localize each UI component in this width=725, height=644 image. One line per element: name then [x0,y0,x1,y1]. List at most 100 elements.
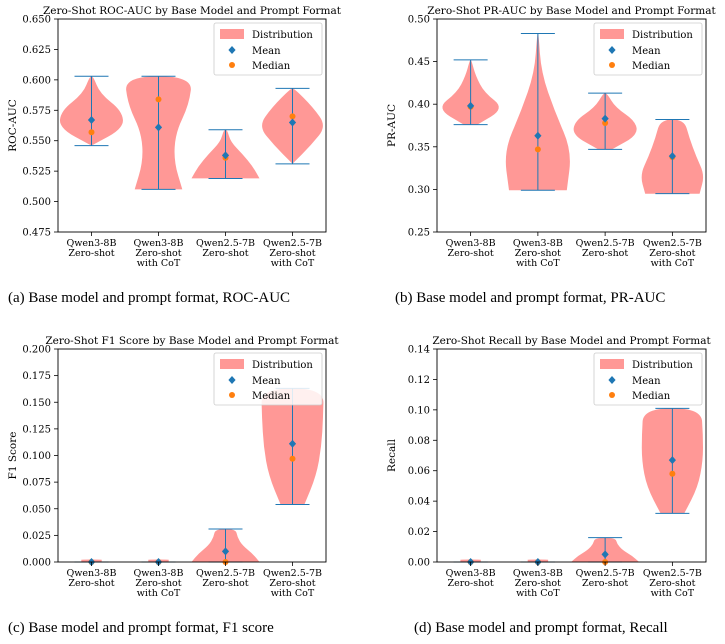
legend-mean-marker [608,376,616,384]
x-tick-label: Zero-shot [269,578,315,589]
y-tick-label: 0.175 [22,371,51,382]
plot-frame [57,18,327,233]
y-tick-label: 0.12 [408,375,430,386]
x-tick-label: Zero-shot [582,578,628,589]
median-marker [602,119,609,126]
x-tick-label: Qwen3-8B [134,568,184,579]
x-tick-label: with CoT [516,588,560,599]
x-tick-label: with CoT [516,258,560,269]
median-marker [155,96,162,103]
y-tick-label: 0.625 [22,45,51,56]
caption-c: (c) Base model and prompt format, F1 sco… [8,620,274,636]
mean-marker [288,118,297,127]
legend-mean-label: Mean [252,376,281,387]
y-tick-label: 0.30 [408,185,430,196]
mean-marker [601,114,609,123]
x-tick-label: with CoT [271,258,315,269]
chart-panel-3: Zero-Shot Recall by Base Model and Promp… [386,335,711,599]
legend-mean-marker [228,46,236,54]
mean-marker [221,151,230,160]
x-tick-label: Qwen3-8B [67,238,117,249]
legend-median-label: Median [632,61,671,72]
x-tick-label: with CoT [137,258,181,269]
plot-frame [436,18,707,233]
chart-title: Zero-Shot ROC-AUC by Base Model and Prom… [43,5,342,17]
y-tick-label: 0.025 [22,531,51,542]
x-tick-label: Zero-shot [135,578,181,589]
y-tick-label: 0.35 [408,142,430,153]
y-tick-label: 0.525 [22,167,51,178]
legend-distribution-label: Distribution [252,360,313,371]
x-tick-label: with CoT [651,588,695,599]
y-axis-label: PR-AUC [386,104,398,147]
x-tick-label: Zero-shot [269,248,315,259]
y-axis-label: F1 Score [7,432,19,480]
plot-frame [57,348,327,563]
legend: Distribution Mean Median [213,22,323,76]
y-tick-label: 0.075 [22,478,51,489]
legend-distribution-label: Distribution [632,360,693,371]
y-tick-label: 0.40 [408,100,430,111]
y-tick-label: 0.50 [408,15,430,26]
y-tick-label: 0.25 [408,228,430,239]
x-tick-label: Zero-shot [202,248,248,259]
legend-distribution-label: Distribution [632,30,693,41]
legend-mean-label: Mean [252,46,281,57]
legend-distribution-swatch [220,359,244,369]
x-tick-label: Zero-shot [582,248,628,259]
y-axis-label: Recall [386,438,398,472]
x-tick-label: Zero-shot [448,248,494,259]
y-tick-label: 0.14 [408,345,430,356]
caption-d: (d) Base model and prompt format, Recall [414,620,668,636]
legend-median-label: Median [632,391,671,402]
y-tick-label: 0.200 [22,345,51,356]
mean-marker [668,456,676,465]
x-tick-label: with CoT [651,258,695,269]
y-tick-label: 0.650 [22,15,51,26]
x-tick-label: Zero-shot [515,248,561,259]
x-tick-label: Qwen2.5-7B [263,238,322,249]
x-tick-label: Zero-shot [515,578,561,589]
y-tick-label: 0.04 [408,497,430,508]
y-tick-label: 0.02 [408,527,430,538]
median-marker [669,470,676,477]
chart-panel-0: Zero-Shot ROC-AUC by Base Model and Prom… [7,5,342,269]
legend-median-label: Median [252,61,291,72]
y-axis-label: ROC-AUC [7,99,19,152]
legend-mean-label: Mean [632,46,661,57]
legend-median-marker [609,62,615,68]
x-tick-label: Qwen2.5-7B [576,568,635,579]
x-tick-label: with CoT [137,588,181,599]
x-tick-label: Qwen3-8B [446,568,496,579]
mean-marker [534,131,542,140]
legend-distribution-swatch [220,29,244,39]
chart-panel-1: Zero-Shot PR-AUC by Base Model and Promp… [386,5,716,269]
legend-mean-marker [608,46,616,54]
y-tick-label: 0.08 [408,436,430,447]
chart-panel-2: Zero-Shot F1 Score by Base Model and Pro… [7,335,339,599]
chart-title: Zero-Shot PR-AUC by Base Model and Promp… [427,5,716,17]
mean-marker [221,547,230,556]
x-tick-label: Qwen3-8B [513,568,563,579]
x-tick-label: Qwen2.5-7B [643,568,702,579]
x-tick-label: Zero-shot [135,248,181,259]
x-tick-label: with CoT [271,588,315,599]
plot-frame [436,348,707,563]
legend: Distribution Mean Median [593,352,703,406]
x-tick-label: Zero-shot [68,248,114,259]
median-marker [289,113,296,120]
y-tick-label: 0.575 [22,106,51,117]
legend-median-marker [229,62,235,68]
legend: Distribution Mean Median [593,22,703,76]
median-marker [88,129,95,136]
mean-marker [467,101,475,110]
x-tick-label: Zero-shot [202,578,248,589]
y-tick-label: 0.475 [22,228,51,239]
y-tick-label: 0.500 [22,197,51,208]
x-tick-label: Qwen2.5-7B [643,238,702,249]
y-tick-label: 0.45 [408,57,430,68]
y-tick-label: 0.10 [408,405,430,416]
legend-median-marker [229,392,235,398]
legend-distribution-label: Distribution [252,30,313,41]
